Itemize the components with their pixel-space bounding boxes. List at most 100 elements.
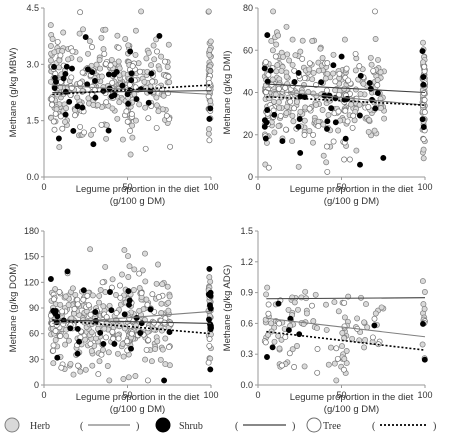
tree-point <box>265 310 272 317</box>
herb-point <box>364 324 371 331</box>
herb-point <box>205 8 212 15</box>
y-tick-label: 0 <box>34 380 39 390</box>
x-tick-label: 0 <box>255 390 260 400</box>
tree-point <box>110 335 117 342</box>
tree-point <box>154 48 160 55</box>
tree-point <box>276 320 283 327</box>
tree-point <box>163 112 170 119</box>
herb-point <box>353 147 360 154</box>
shrub-point <box>147 306 154 313</box>
tree-point <box>149 78 156 85</box>
shrub-point <box>297 149 304 156</box>
herb-point <box>120 353 127 360</box>
herb-point <box>375 56 381 63</box>
herb-point <box>275 332 282 339</box>
herb-point <box>86 38 93 45</box>
herb-point <box>421 306 428 312</box>
herb-point <box>361 319 368 326</box>
shrub-point <box>271 111 278 118</box>
herb-point <box>322 75 329 82</box>
shrub-point <box>207 302 213 309</box>
tree-point <box>343 65 350 72</box>
y-axis-label: Methane (g/kg ADG) <box>222 265 233 352</box>
herb-point <box>130 287 137 293</box>
shrub-point <box>74 103 81 110</box>
herb-point <box>207 38 214 45</box>
tree-point <box>349 124 356 131</box>
herb-point <box>330 51 337 58</box>
herb-point <box>323 159 330 166</box>
tree-point <box>115 44 122 51</box>
shrub-point <box>74 350 81 357</box>
herb-point <box>94 102 101 109</box>
herb-point <box>159 281 166 288</box>
herb-point <box>141 78 148 85</box>
shrub-point <box>262 135 269 142</box>
shrub-point <box>69 65 75 72</box>
herb-legend-marker <box>4 417 20 433</box>
shrub-point <box>128 77 135 84</box>
tree-point <box>128 330 135 337</box>
herb-point <box>320 152 327 159</box>
x-tick-label: 100 <box>203 182 218 192</box>
tree-point <box>341 156 348 163</box>
shrub-point <box>51 63 57 70</box>
herb-point <box>295 163 302 170</box>
herb-point <box>298 294 305 301</box>
tree-point <box>420 90 427 97</box>
herb-point <box>77 368 84 375</box>
herb-point <box>68 315 75 322</box>
tree-point <box>291 105 298 112</box>
x-axis-label: Legume proportion in the diet <box>290 184 414 195</box>
herb-point <box>366 117 373 124</box>
herb-point <box>155 108 162 115</box>
herb-point <box>276 104 283 111</box>
shrub-point <box>52 308 59 315</box>
tree-point <box>75 362 81 369</box>
shrub-point <box>318 79 325 86</box>
shrub-point <box>264 78 271 85</box>
tree-point <box>323 87 330 94</box>
herb-point <box>113 292 119 298</box>
x-axis-label: Legume proportion in the diet <box>76 184 200 195</box>
herb-point <box>313 101 320 108</box>
tree-point <box>324 168 331 175</box>
herb-point <box>333 377 340 384</box>
shrub-point <box>261 117 268 124</box>
herb-point <box>114 32 121 39</box>
shrub-point <box>420 74 427 80</box>
shrub-point <box>421 356 428 363</box>
herb-point <box>103 122 110 129</box>
herb-point <box>132 373 139 379</box>
shrub-point <box>338 53 345 60</box>
shrub-point <box>90 141 97 148</box>
shrub-point <box>127 48 134 55</box>
herb-point <box>106 377 113 384</box>
herb-point <box>278 67 285 74</box>
herb-point <box>275 123 282 129</box>
tree-point <box>51 126 58 133</box>
shrub-point <box>267 67 274 74</box>
herb-point <box>132 117 139 124</box>
herb-point <box>164 283 171 290</box>
herb-point <box>155 261 161 268</box>
tree-point <box>306 60 313 67</box>
tree-point <box>162 58 168 65</box>
x-axis-label: Legume proportion in the diet <box>290 392 414 403</box>
tree-point <box>50 118 57 125</box>
herb-point <box>122 36 129 42</box>
herb-point <box>165 41 172 48</box>
y-tick-label: 120 <box>24 277 39 287</box>
tree-point <box>128 111 135 118</box>
herb-point <box>160 92 167 99</box>
herb-point <box>301 117 308 124</box>
y-tick-label: 180 <box>24 226 39 236</box>
tree-point <box>310 131 317 138</box>
herb-point <box>291 299 298 306</box>
shrub-point <box>161 377 168 384</box>
shrub-point <box>79 104 86 111</box>
tree-point <box>315 123 322 130</box>
tree-point <box>149 291 156 298</box>
tree-point <box>365 104 372 110</box>
y-tick-label: 1.5 <box>240 226 253 236</box>
